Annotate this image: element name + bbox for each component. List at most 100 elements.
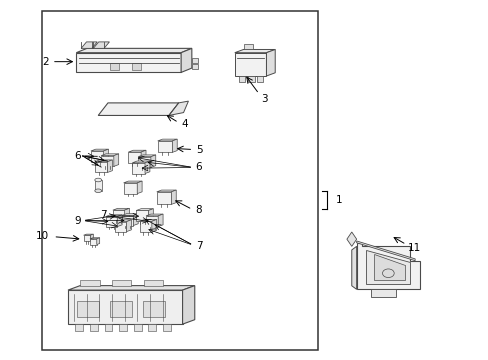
Bar: [140, 221, 152, 232]
Text: 7: 7: [195, 241, 202, 251]
Bar: [115, 222, 126, 231]
Bar: [163, 324, 170, 330]
Text: 6: 6: [195, 162, 202, 172]
Text: 5: 5: [195, 144, 202, 154]
Polygon shape: [145, 161, 150, 174]
Bar: [134, 324, 142, 330]
Bar: [105, 217, 117, 226]
Polygon shape: [138, 155, 156, 157]
Bar: [42, 12, 317, 350]
Text: 11: 11: [407, 243, 420, 253]
Bar: [104, 324, 112, 330]
Polygon shape: [101, 154, 119, 156]
Text: 8: 8: [195, 206, 202, 216]
Polygon shape: [117, 215, 122, 226]
Polygon shape: [114, 154, 119, 166]
Polygon shape: [123, 181, 142, 183]
Bar: [158, 141, 172, 152]
Polygon shape: [113, 208, 129, 210]
Polygon shape: [182, 285, 194, 324]
Polygon shape: [148, 209, 153, 221]
Polygon shape: [356, 241, 414, 261]
Bar: [75, 324, 83, 330]
Polygon shape: [168, 101, 188, 116]
Polygon shape: [370, 289, 395, 297]
Bar: [244, 44, 252, 49]
Polygon shape: [137, 181, 142, 194]
Polygon shape: [151, 155, 156, 167]
Polygon shape: [158, 214, 163, 226]
Polygon shape: [366, 250, 409, 284]
Polygon shape: [171, 190, 176, 204]
Bar: [128, 152, 141, 163]
Bar: [77, 301, 99, 317]
Text: 7: 7: [100, 210, 107, 220]
Polygon shape: [95, 160, 112, 162]
Polygon shape: [234, 49, 275, 53]
Polygon shape: [97, 238, 100, 244]
Bar: [80, 280, 100, 285]
Polygon shape: [136, 209, 153, 211]
Polygon shape: [122, 214, 138, 216]
Polygon shape: [373, 254, 405, 280]
Bar: [101, 156, 114, 166]
Bar: [110, 301, 132, 317]
Polygon shape: [90, 238, 100, 239]
Polygon shape: [98, 103, 178, 116]
Polygon shape: [90, 234, 93, 241]
Ellipse shape: [95, 189, 102, 193]
Text: 1: 1: [335, 195, 342, 205]
Bar: [143, 280, 163, 285]
Polygon shape: [152, 220, 157, 232]
Polygon shape: [126, 220, 131, 231]
Bar: [90, 239, 97, 244]
Bar: [234, 53, 266, 76]
Bar: [122, 216, 133, 226]
Polygon shape: [107, 160, 112, 172]
Bar: [143, 301, 164, 317]
Bar: [113, 210, 124, 220]
Bar: [157, 192, 171, 204]
Bar: [132, 63, 141, 69]
Polygon shape: [76, 48, 191, 53]
Polygon shape: [133, 214, 138, 226]
Polygon shape: [132, 161, 150, 163]
Bar: [95, 162, 107, 172]
Bar: [90, 324, 98, 330]
Polygon shape: [172, 139, 177, 152]
Bar: [136, 211, 148, 221]
Polygon shape: [91, 149, 108, 151]
Polygon shape: [68, 285, 194, 290]
Bar: [119, 324, 127, 330]
Ellipse shape: [95, 178, 102, 182]
Bar: [112, 280, 131, 285]
Text: 3: 3: [261, 94, 267, 104]
Bar: [68, 290, 182, 324]
Polygon shape: [115, 220, 131, 222]
Polygon shape: [346, 232, 356, 246]
Bar: [248, 76, 254, 82]
Bar: [91, 151, 103, 162]
Bar: [95, 180, 102, 191]
Text: 9: 9: [74, 216, 81, 225]
Polygon shape: [181, 48, 191, 72]
Polygon shape: [93, 42, 109, 48]
Polygon shape: [140, 220, 157, 221]
Polygon shape: [83, 234, 93, 235]
Bar: [256, 76, 263, 82]
Polygon shape: [103, 149, 108, 162]
Polygon shape: [128, 150, 146, 152]
Polygon shape: [105, 215, 122, 217]
Text: 10: 10: [35, 231, 48, 240]
Polygon shape: [124, 208, 129, 220]
Polygon shape: [141, 150, 146, 163]
Bar: [110, 63, 119, 69]
Polygon shape: [146, 214, 163, 216]
Bar: [138, 157, 151, 167]
Bar: [238, 76, 244, 82]
Polygon shape: [81, 42, 97, 48]
Text: 4: 4: [181, 119, 187, 129]
Polygon shape: [351, 246, 356, 289]
Bar: [132, 163, 145, 174]
Bar: [191, 64, 197, 69]
